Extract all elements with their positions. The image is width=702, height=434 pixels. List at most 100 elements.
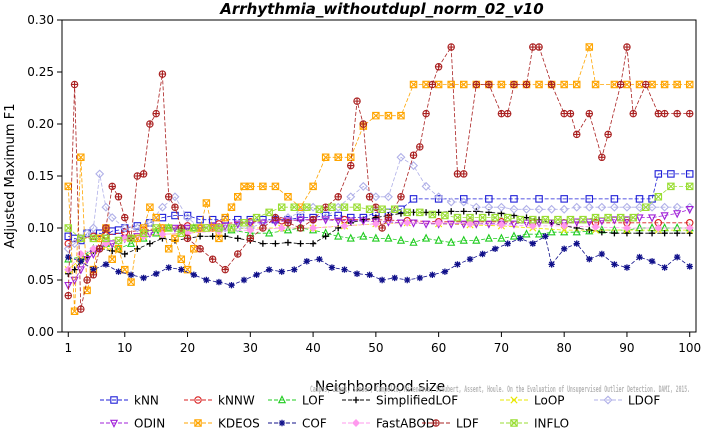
data-point-cof — [378, 276, 386, 284]
y-tick-label: 0.10 — [27, 221, 54, 235]
data-point-kdeos — [591, 80, 600, 89]
series-line-cof — [68, 235, 690, 286]
data-point-ldf — [102, 224, 110, 232]
data-point-cof — [611, 261, 618, 268]
data-point-inflo — [77, 234, 85, 243]
data-point-odin — [108, 240, 117, 249]
data-point-cof — [215, 278, 223, 286]
data-point-cof — [598, 250, 606, 258]
data-point-fastabod — [64, 265, 73, 274]
data-point-ldf — [296, 224, 305, 232]
data-point-cof — [353, 270, 361, 277]
legend-marker-lof — [277, 395, 287, 404]
data-point-knn — [409, 195, 418, 203]
data-point-fastabod — [685, 224, 694, 232]
data-point-ldof — [547, 204, 557, 214]
data-point-ldof — [459, 197, 469, 207]
data-point-simplifiedlof — [209, 233, 216, 240]
data-point-odin — [296, 216, 305, 225]
y-tick-label: 0.05 — [27, 273, 54, 287]
data-point-cof — [316, 256, 323, 263]
data-point-ldof — [572, 202, 582, 212]
plot-frame — [61, 19, 697, 333]
data-point-inflo — [340, 203, 349, 211]
data-point-ldof — [101, 202, 111, 212]
data-point-ldf — [108, 182, 116, 191]
data-point-lof — [447, 237, 456, 246]
data-point-cof — [404, 276, 411, 284]
data-point-inflo — [591, 213, 600, 222]
data-point-cof — [152, 270, 160, 277]
legend-label-odin: ODIN — [134, 417, 165, 431]
data-point-ldf — [522, 80, 531, 89]
data-point-simplifiedlof — [611, 230, 618, 237]
y-tick-label: 0.25 — [27, 65, 54, 79]
data-point-inflo — [152, 224, 160, 232]
data-point-simplifiedlof — [272, 240, 279, 247]
data-point-kdeos — [685, 80, 694, 89]
data-point-ldf — [660, 109, 669, 118]
data-point-inflo — [190, 224, 198, 232]
legend-item-fastabod: FastABOD — [342, 417, 435, 431]
data-point-ldf — [547, 80, 556, 89]
series-line-ldf — [67, 45, 690, 310]
data-point-inflo — [252, 213, 261, 222]
data-point-ldf — [453, 170, 462, 178]
data-point-inflo — [685, 182, 694, 191]
data-point-ldf — [77, 305, 85, 313]
data-point-cof — [278, 268, 285, 275]
data-point-lof — [484, 233, 493, 242]
data-point-simplifiedlof — [334, 224, 342, 232]
legend-marker-knnw — [194, 396, 202, 404]
data-point-ldf — [409, 151, 418, 159]
legend-label-inflo: INFLO — [534, 417, 569, 431]
legend-label-cof: COF — [302, 417, 327, 431]
series-kdeos — [64, 43, 694, 315]
data-point-ldf — [152, 109, 160, 118]
legend-marker-ldof — [603, 395, 613, 405]
series-line-kdeos — [67, 46, 690, 312]
data-point-ldof — [559, 204, 569, 214]
data-point-knn — [685, 170, 694, 178]
data-point-inflo — [566, 215, 575, 224]
data-point-simplifiedlof — [259, 240, 267, 247]
data-point-cof — [548, 261, 555, 268]
data-point-cof — [560, 245, 568, 252]
legend-marker-fastabod — [352, 419, 360, 427]
data-point-kdeos — [259, 182, 267, 191]
data-point-lof — [421, 233, 431, 242]
series-ldf — [64, 43, 694, 313]
data-point-inflo — [139, 229, 148, 237]
data-point-ldf — [378, 224, 386, 232]
data-point-inflo — [403, 208, 411, 217]
data-point-cof — [517, 235, 524, 242]
legend-marker-cof — [278, 419, 286, 427]
data-point-odin — [597, 217, 606, 226]
data-point-ldf — [334, 193, 342, 201]
data-point-inflo — [441, 211, 449, 220]
data-point-knn — [585, 195, 594, 203]
data-point-kdeos — [409, 80, 418, 89]
data-point-kdeos — [177, 255, 186, 263]
data-point-cof — [165, 264, 172, 271]
series-line-inflo — [68, 186, 690, 241]
x-tick-label: 30 — [243, 341, 258, 355]
data-point-cof — [328, 264, 336, 271]
data-point-fastabod — [654, 224, 663, 232]
data-point-ldof — [660, 202, 670, 212]
x-tick-label: 70 — [494, 341, 509, 355]
data-point-odin — [183, 224, 192, 233]
data-point-cof — [178, 266, 185, 273]
y-tick-label: 0.00 — [27, 325, 54, 339]
data-point-fastabod — [158, 230, 167, 239]
data-point-ldof — [597, 202, 607, 212]
data-point-kdeos — [321, 153, 330, 162]
data-point-kdeos — [190, 245, 198, 253]
data-point-inflo — [642, 203, 650, 211]
data-point-kdeos — [372, 111, 380, 120]
data-point-fastabod — [403, 218, 412, 227]
data-point-ldf — [572, 130, 581, 139]
data-point-lof — [346, 233, 355, 242]
data-point-inflo — [667, 182, 675, 191]
